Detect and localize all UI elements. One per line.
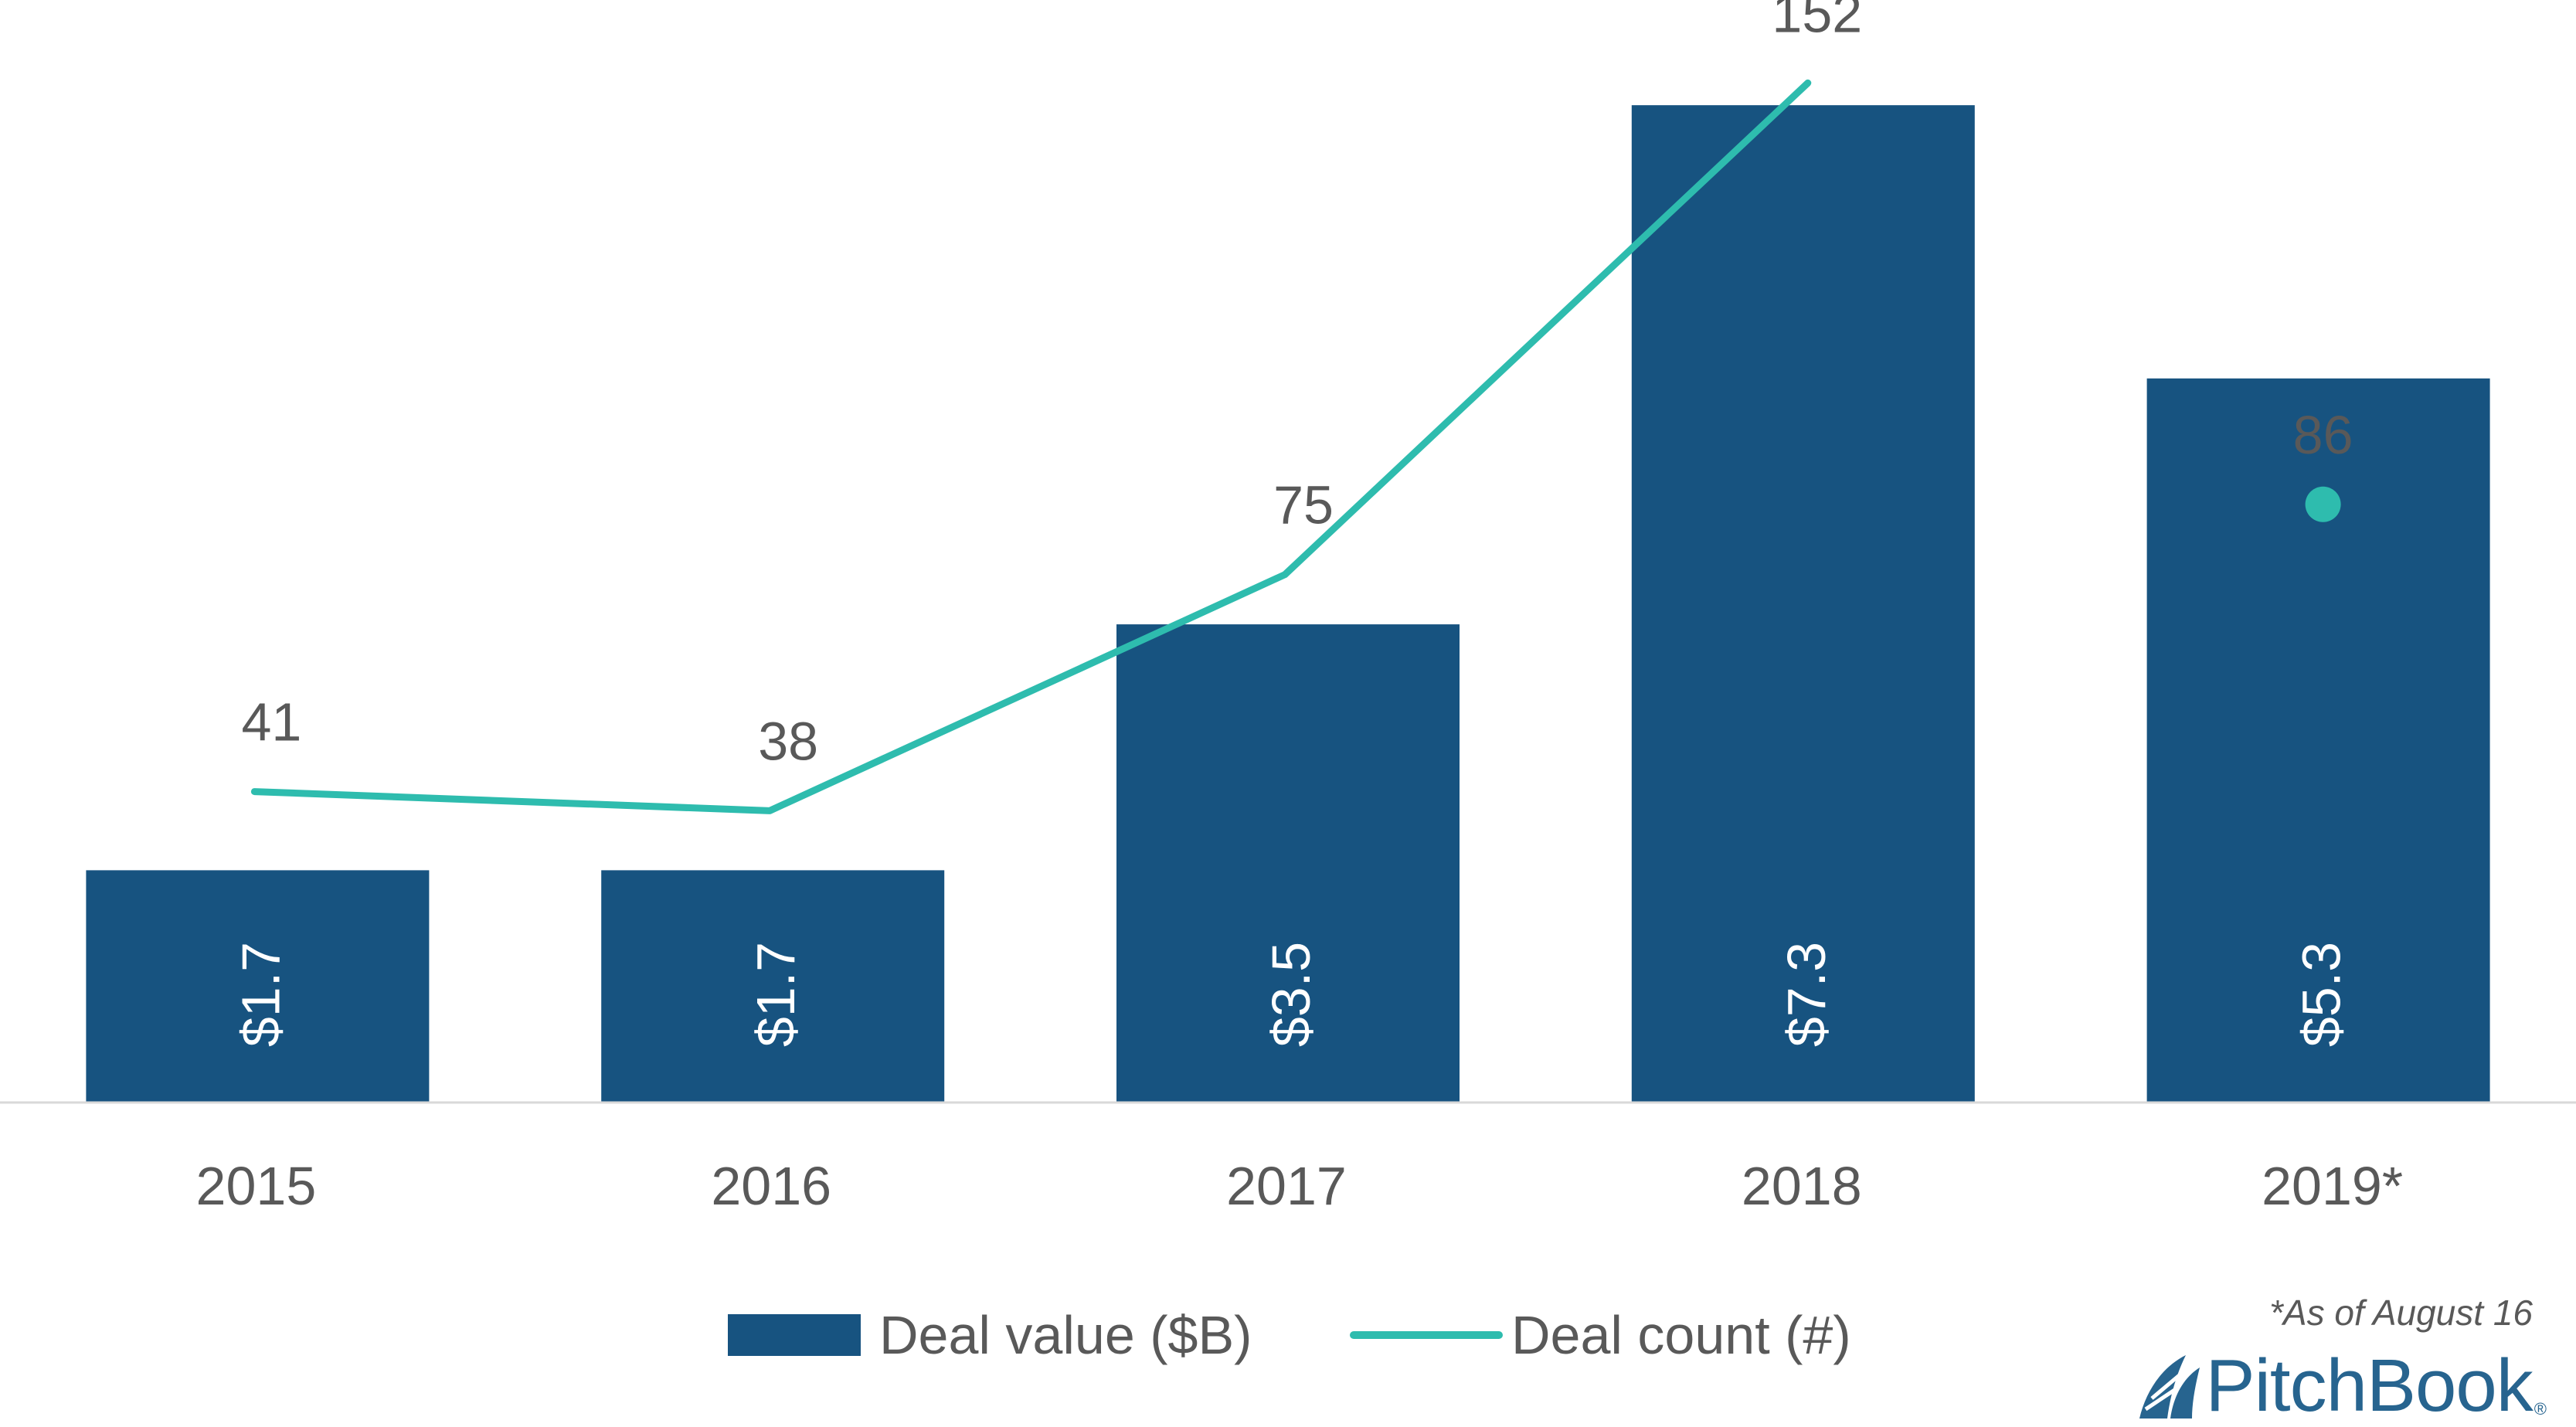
legend-label-deal-count: Deal count (#)	[1511, 1305, 1851, 1365]
legend-label-deal-value: Deal value ($B)	[879, 1305, 1252, 1365]
registered-mark: ®	[2534, 1399, 2547, 1419]
bar-2015	[86, 870, 430, 1103]
bar-2017	[1116, 624, 1460, 1103]
deal-count-marker-2019*	[2305, 486, 2341, 522]
footnote: *As of August 16	[2269, 1293, 2533, 1333]
bar-value-label-2016: $1.7	[746, 942, 806, 1047]
bar-value-label-2017: $3.5	[1261, 942, 1321, 1047]
legend-swatch-deal-value	[728, 1314, 861, 1356]
x-tick-label-2018: 2018	[1742, 1156, 1862, 1216]
deal-count-label-2016: 38	[758, 711, 818, 771]
deal-count-label-2018: 152	[1772, 0, 1862, 43]
deal-count-label-2017: 75	[1273, 475, 1334, 535]
bar-2018	[1631, 105, 1975, 1103]
deal-count-line	[250, 79, 1812, 814]
pitchbook-sails-icon	[2139, 1354, 2200, 1419]
deal-count-label-2019*: 86	[2293, 405, 2353, 465]
deal-count-label-2015: 41	[241, 692, 301, 753]
bar-value-label-2015: $1.7	[230, 942, 291, 1047]
x-tick-label-2016: 2016	[711, 1156, 831, 1216]
bar-2016	[601, 870, 945, 1103]
bar-value-label-2019*: $5.3	[2292, 942, 2352, 1047]
logo-text: PitchBook	[2205, 1344, 2534, 1427]
bar-value-label-2018: $7.3	[1776, 942, 1837, 1047]
pitchbook-logo: PitchBook ®	[2135, 1346, 2547, 1425]
x-tick-label-2015: 2015	[196, 1156, 317, 1216]
x-tick-label-2017: 2017	[1226, 1156, 1347, 1216]
x-tick-label-2019*: 2019*	[2262, 1156, 2403, 1216]
